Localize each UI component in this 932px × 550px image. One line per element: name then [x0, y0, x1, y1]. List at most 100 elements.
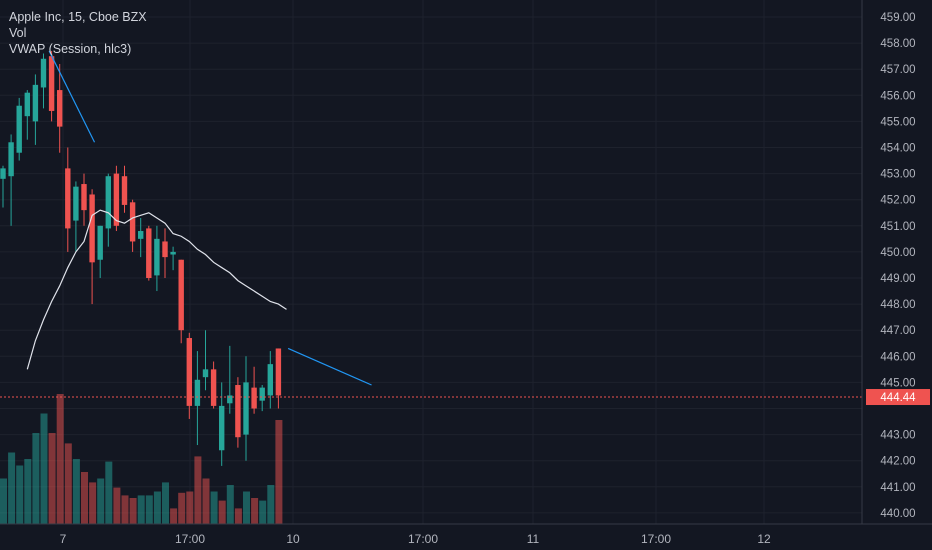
candle-body — [162, 241, 168, 258]
volume-bar — [129, 498, 137, 524]
time-axis-ticks: 7 17:00 10 17:00 11 17:00 12 — [60, 532, 771, 546]
candle-body — [0, 168, 6, 179]
candle-body — [129, 202, 136, 242]
volume-bar — [8, 452, 16, 524]
candle-body — [235, 385, 241, 438]
time-axis[interactable] — [0, 524, 932, 550]
candle-body — [138, 231, 144, 239]
trendline[interactable] — [48, 50, 96, 143]
candle-body — [81, 184, 87, 211]
volume-bar — [202, 478, 210, 524]
time-tick-label: 7 — [60, 532, 67, 546]
volume-bar — [218, 500, 226, 524]
candle-body — [40, 58, 47, 88]
candle-body — [113, 173, 120, 226]
candle-body — [24, 92, 30, 117]
candle-body — [186, 338, 192, 406]
time-tick-label: 11 — [527, 532, 540, 546]
candle-body — [275, 348, 282, 396]
candle-body — [219, 405, 225, 451]
price-tick-label: 452.00 — [880, 195, 915, 207]
time-tick-label: 17:00 — [408, 532, 438, 546]
candle-body — [73, 186, 79, 221]
price-tick-label: 443.00 — [880, 430, 915, 442]
candle-body — [227, 395, 233, 404]
candle-body — [178, 259, 184, 331]
last-price-badge — [866, 389, 930, 406]
candle-body — [170, 251, 176, 255]
price-tick-label: 445.00 — [880, 377, 915, 389]
price-tick-label: 449.00 — [880, 273, 915, 285]
candle-body — [243, 382, 249, 435]
time-tick-label: 12 — [757, 532, 771, 546]
legend-volume[interactable]: Vol — [9, 26, 27, 40]
price-axis-ticks: 459.00 458.00 457.00 456.00 455.00 454.00 453.… — [880, 12, 915, 520]
volume-bar — [226, 485, 234, 524]
candle-body — [105, 176, 111, 229]
volume-bar — [170, 508, 178, 524]
time-tick-label: 17:00 — [641, 532, 671, 546]
candle-body — [210, 369, 217, 406]
price-tick-label: 448.00 — [880, 299, 915, 311]
volume-bar — [186, 491, 194, 524]
price-tick-label: 447.00 — [880, 325, 915, 337]
volume-bar — [89, 482, 97, 524]
price-tick-label: 458.00 — [880, 38, 915, 50]
price-axis[interactable] — [862, 0, 932, 524]
volume-bar — [0, 478, 7, 524]
price-tick-label: 454.00 — [880, 143, 915, 155]
price-tick-label: 457.00 — [880, 64, 915, 76]
candle-body — [48, 56, 55, 111]
candle-body — [259, 387, 265, 401]
candle-body — [194, 379, 201, 406]
price-tick-label: 455.00 — [880, 116, 915, 128]
volume-bar — [275, 420, 283, 524]
volume-bar — [81, 472, 88, 524]
volume-bar — [178, 492, 186, 524]
candle-body — [65, 168, 71, 229]
volume-bar — [72, 459, 80, 524]
volume-bar — [194, 456, 202, 524]
price-tick-label: 440.00 — [880, 508, 915, 520]
trendline[interactable] — [287, 347, 372, 386]
candle-body — [267, 364, 273, 396]
price-tick-label: 459.00 — [880, 12, 915, 24]
price-tick-label: 441.00 — [880, 482, 915, 494]
volume-bar — [48, 433, 56, 524]
candle-body — [154, 238, 160, 276]
trendlines[interactable] — [48, 50, 372, 386]
price-tick-label: 453.00 — [880, 169, 915, 181]
candle-body — [97, 225, 103, 260]
price-tick-label: 451.00 — [880, 221, 915, 233]
volume-bar — [113, 487, 121, 524]
legend-symbol[interactable]: Apple Inc, 15, Cboe BZX — [9, 10, 147, 24]
candle-body — [16, 105, 22, 153]
legend-vwap[interactable]: VWAP (Session, hlc3) — [9, 42, 132, 56]
volume-bar — [40, 413, 48, 524]
volume-bar — [64, 443, 72, 524]
volume-bar — [243, 491, 250, 524]
candle-body — [89, 194, 95, 263]
volume-bar — [16, 465, 24, 524]
chart-legend: Apple Inc, 15, Cboe BZX Vol VWAP (Sessio… — [9, 9, 147, 57]
volume-bar — [153, 491, 161, 524]
price-tick-label: 450.00 — [880, 247, 915, 259]
vwap-line — [26, 209, 287, 370]
candlestick-series — [0, 50, 282, 466]
volume-bar — [105, 461, 113, 524]
candle-body — [32, 84, 39, 122]
candle-body — [57, 90, 63, 127]
time-tick-label: 17:00 — [175, 532, 205, 546]
last-price-label: 444.44 — [880, 392, 916, 404]
time-tick-label: 10 — [286, 532, 300, 546]
volume-bar — [251, 498, 259, 524]
volume-bar — [24, 459, 32, 524]
candle-body — [121, 176, 128, 205]
volume-bar — [234, 508, 242, 524]
price-tick-label: 446.00 — [880, 351, 915, 363]
price-tick-label: 442.00 — [880, 456, 915, 468]
volume-bar — [121, 495, 129, 524]
candle-body — [146, 228, 152, 278]
